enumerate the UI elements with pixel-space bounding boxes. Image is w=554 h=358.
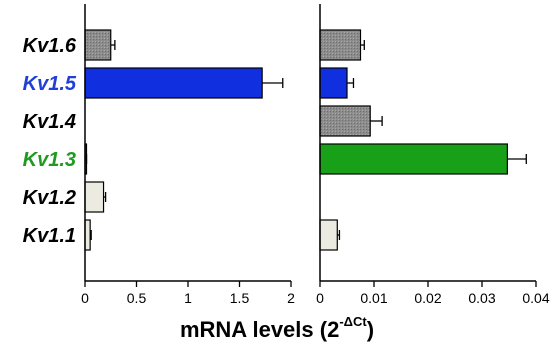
left-bar-kv1-5 [84,67,263,99]
right-bar-kv1-4 [319,105,371,137]
left-bar-kv1-6 [84,29,112,61]
right-bar-kv1-5 [319,67,348,99]
category-label-kv1-2: Kv1.2 [23,187,76,209]
x-axis-title-text: mRNA levels (2 [179,317,340,342]
category-label-kv1-5: Kv1.5 [23,73,77,95]
category-labels: Kv1.6 Kv1.5 Kv1.4 Kv1.3 Kv1.2 Kv1.1 [23,35,77,247]
right-x-tick-label-0-01: 0.01 [360,290,387,306]
x-axis-title-close: ) [366,317,375,342]
x-axis-title: mRNA levels (2-ΔCt) [0,314,554,343]
category-label-kv1-3: Kv1.3 [23,149,76,171]
left-x-tick-label-0: 0 [81,290,89,306]
category-label-kv1-1: Kv1.1 [23,225,76,247]
left-x-tick-label-2: 2 [287,290,295,306]
right-bar-kv1-6 [319,29,362,61]
left-x-tick-label-1-5: 1.5 [230,290,250,306]
left-bar-kv1-2 [84,181,105,213]
left-x-tick-label-1: 1 [184,290,192,306]
bar-chart: Kv1.6 Kv1.5 Kv1.4 Kv1.3 Kv1.2 Kv1.1 0 0.5 1 1.5 2… [23,4,550,306]
category-label-kv1-4: Kv1.4 [23,111,76,133]
category-label-kv1-6: Kv1.6 [23,35,77,57]
right-bar-kv1-3 [319,143,508,175]
left-panel: 0 0.5 1 1.5 2 [81,4,295,306]
right-x-tick-label-0-04: 0.04 [522,290,549,306]
right-x-tick-label-0-03: 0.03 [468,290,495,306]
right-x-tick-label-0: 0 [316,290,324,306]
right-bar-kv1-1 [319,219,338,251]
left-bar-kv1-1 [84,219,91,251]
right-x-tick-label-0-02: 0.02 [414,290,441,306]
left-x-tick-label-0-5: 0.5 [127,290,147,306]
x-axis-title-superscript: -ΔCt [339,314,367,329]
right-panel: 0 0.01 0.02 0.03 0.04 [316,4,550,306]
